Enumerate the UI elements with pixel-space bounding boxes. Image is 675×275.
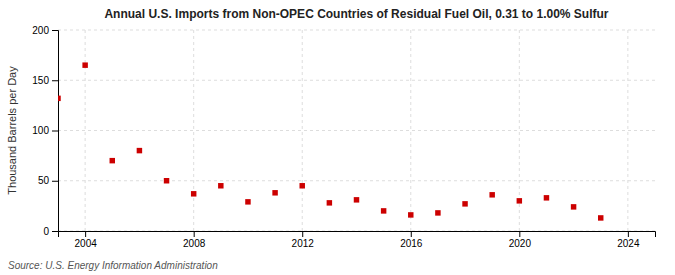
point (408, 212, 413, 217)
y-axis-label: Thousand Barrels per Day (6, 66, 18, 195)
point (272, 190, 277, 195)
point (299, 183, 304, 188)
tick-label: 150 (32, 75, 49, 86)
tick-mark (52, 30, 58, 31)
point (191, 191, 196, 196)
point (381, 208, 386, 213)
tick: 2024 (617, 231, 640, 249)
tick-mark (302, 231, 303, 237)
point (164, 178, 169, 183)
point (354, 197, 359, 202)
point (58, 96, 61, 101)
point (435, 210, 440, 215)
x-axis: 2004 2008 2012 2016 2020 2024 (59, 231, 656, 249)
title: Annual U.S. Imports from Non-OPEC Countr… (104, 7, 608, 21)
tick-label: 2004 (75, 238, 98, 249)
tick: 100 (32, 125, 58, 136)
tick: 150 (32, 75, 58, 86)
point (571, 204, 576, 209)
tick: 2004 (75, 231, 98, 249)
points (58, 62, 603, 220)
tick-label: 2016 (400, 238, 423, 249)
grid-line (302, 30, 303, 231)
tick: 2008 (183, 231, 206, 249)
tick-mark (194, 231, 195, 237)
grid-line (410, 30, 411, 231)
grid-line (58, 80, 655, 81)
grid-line (627, 30, 628, 231)
plot: 2004 2008 2012 2016 2020 2024 0 50 100 150 200 (32, 25, 655, 249)
tick-mark (52, 231, 58, 232)
axis-line (52, 31, 59, 232)
axis-line (59, 232, 656, 238)
tick: 2016 (400, 231, 423, 249)
tick: 2012 (292, 231, 315, 249)
point (327, 200, 332, 205)
tick: 200 (32, 25, 58, 36)
tick-label: 2024 (617, 238, 640, 249)
point (245, 199, 250, 204)
grid-line (58, 30, 655, 31)
point (110, 158, 115, 163)
grid (58, 30, 655, 231)
point (489, 192, 494, 197)
grid-line (193, 30, 194, 231)
tick: 0 (43, 226, 58, 237)
grid-line (58, 180, 655, 181)
tick-mark (52, 80, 58, 81)
point (544, 195, 549, 200)
grid-line (85, 30, 86, 231)
tick-label: 0 (43, 226, 49, 237)
point (218, 183, 223, 188)
tick-label: 2020 (509, 238, 532, 249)
point (82, 62, 87, 67)
tick-mark (52, 131, 58, 132)
point (462, 201, 467, 206)
tick-label: 50 (38, 175, 50, 186)
y-axis: 0 50 100 150 200 (32, 25, 58, 237)
grid-line (58, 130, 655, 131)
tick-mark (85, 231, 86, 237)
tick: 2020 (509, 231, 532, 249)
tick-mark (519, 231, 520, 237)
point (137, 148, 142, 153)
chart: 2004 2008 2012 2016 2020 2024 0 50 100 150 200 Annu… (0, 0, 675, 275)
tick-label: 2012 (292, 238, 315, 249)
tick-mark (52, 181, 58, 182)
tick-mark (411, 231, 412, 237)
tick-label: 100 (32, 125, 49, 136)
tick-label: 200 (32, 25, 49, 36)
source: Source: U.S. Energy Information Administ… (8, 260, 218, 271)
tick-mark (628, 231, 629, 237)
tick: 50 (38, 175, 58, 186)
tick-label: 2008 (183, 238, 206, 249)
point (517, 198, 522, 203)
point (598, 215, 603, 220)
